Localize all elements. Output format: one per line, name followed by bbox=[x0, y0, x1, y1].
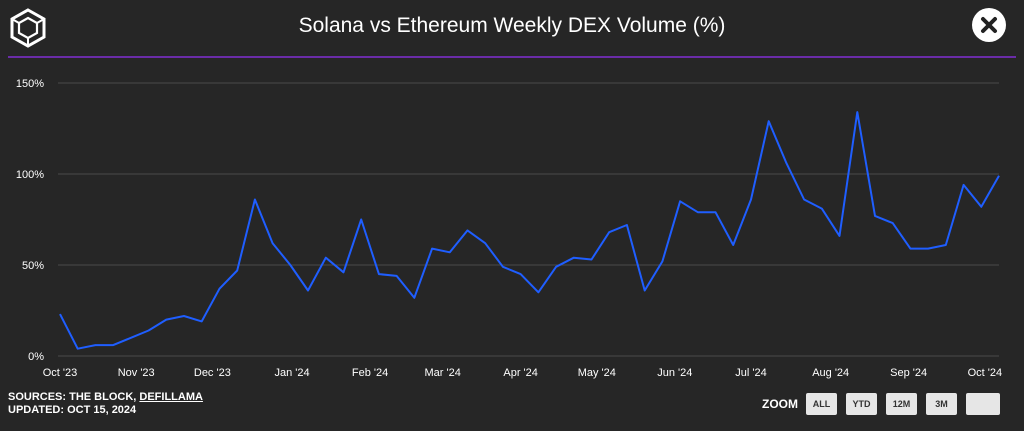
x-tick-label: Oct '23 bbox=[43, 367, 78, 379]
x-tick-label: Aug '24 bbox=[812, 367, 849, 379]
chart-footer: SOURCES: THE BLOCK, DEFILLAMA UPDATED: O… bbox=[8, 391, 203, 417]
zoom-12m-button[interactable]: 12M bbox=[886, 393, 917, 415]
title-divider bbox=[8, 56, 1016, 58]
updated-text: UPDATED: OCT 15, 2024 bbox=[8, 404, 137, 416]
x-tick-label: Nov '23 bbox=[118, 367, 155, 379]
close-icon bbox=[981, 17, 997, 33]
close-button[interactable] bbox=[972, 8, 1006, 42]
y-tick-label: 150% bbox=[16, 78, 44, 90]
x-tick-label: May '24 bbox=[578, 367, 616, 379]
the-block-logo-icon bbox=[10, 8, 46, 48]
y-tick-label: 100% bbox=[16, 169, 44, 181]
y-tick-label: 0% bbox=[28, 351, 44, 363]
sources-line: SOURCES: THE BLOCK, DEFILLAMA bbox=[8, 391, 203, 404]
x-axis-tick-labels: Oct '23 Nov '23 Dec '23 Jan '24 Feb '24 Mar '… bbox=[43, 367, 1002, 379]
zoom-all-button[interactable]: ALL bbox=[806, 393, 837, 415]
y-tick-label: 50% bbox=[22, 260, 44, 272]
x-tick-label: Sep '24 bbox=[890, 367, 927, 379]
series-layer bbox=[59, 111, 1000, 350]
zoom-controls: ZOOM ALL YTD 12M 3M bbox=[762, 392, 1000, 416]
zoom-3m-button[interactable]: 3M bbox=[926, 393, 957, 415]
zoom-label: ZOOM bbox=[762, 397, 798, 411]
x-tick-label: Feb '24 bbox=[352, 367, 388, 379]
y-axis-tick-labels: 0% 50% 100% 150% bbox=[16, 78, 44, 363]
series-line bbox=[59, 111, 1000, 350]
x-tick-label: Jun '24 bbox=[657, 367, 692, 379]
zoom-ytd-button[interactable]: YTD bbox=[846, 393, 877, 415]
x-tick-label: Apr '24 bbox=[503, 367, 538, 379]
x-tick-label: Jul '24 bbox=[735, 367, 766, 379]
x-tick-label: Oct '24 bbox=[968, 367, 1003, 379]
x-tick-label: Jan '24 bbox=[275, 367, 310, 379]
chart-title: Solana vs Ethereum Weekly DEX Volume (%) bbox=[298, 14, 726, 37]
defillama-link[interactable]: DEFILLAMA bbox=[139, 391, 203, 403]
x-tick-label: Mar '24 bbox=[425, 367, 461, 379]
line-chart: 0% 50% 100% 150% Oct '23 Nov '23 Dec '23 Jan '… bbox=[16, 78, 1002, 379]
zoom-blank-button[interactable] bbox=[966, 393, 1000, 415]
grid-lines bbox=[58, 82, 999, 357]
sources-text: SOURCES: THE BLOCK, bbox=[8, 391, 140, 403]
x-tick-label: Dec '23 bbox=[194, 367, 231, 379]
